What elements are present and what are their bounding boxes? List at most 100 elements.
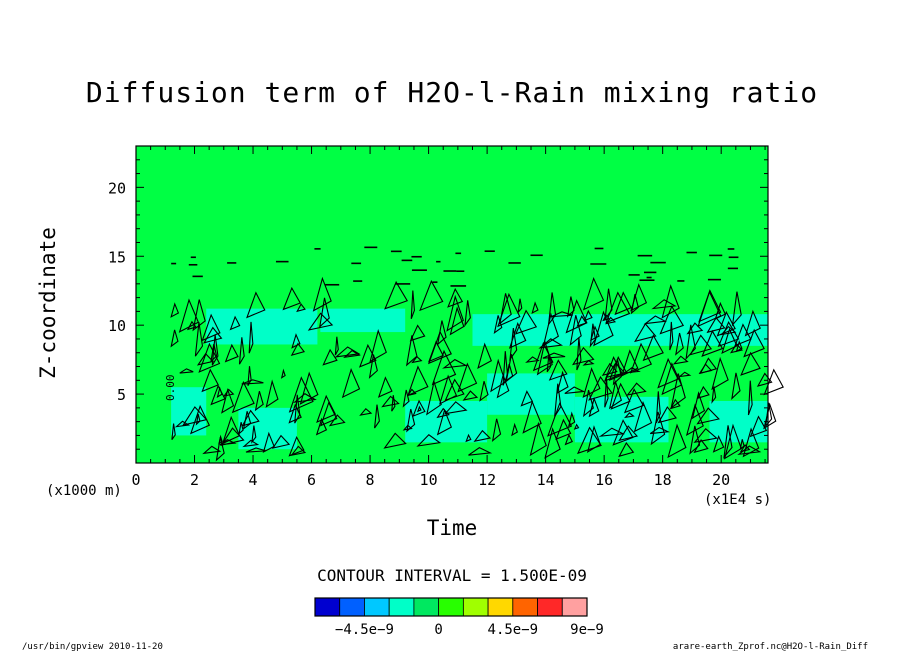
contour-line [201,313,221,342]
contour-line [511,422,519,437]
contour-line [312,276,332,312]
contour-line [623,412,635,419]
colorbar-segment [561,597,588,617]
contour-line [514,309,538,335]
contour-line [572,346,595,366]
footer-program-date: /usr/bin/gpview 2010-11-20 [22,642,163,652]
contour-line [290,445,307,457]
colorbar-segment [339,597,365,617]
colorbar-segment [364,597,390,617]
contour-line [577,426,602,455]
contour-line [246,291,266,319]
contour-line [618,441,635,458]
contour-line [531,301,539,315]
contour-line [436,408,453,436]
contour-line [721,327,738,355]
contour-line [542,352,566,359]
contour-line [520,390,534,407]
contour-line [743,328,765,358]
colorbar-segment [462,597,489,617]
x-tick-label: 4 [249,471,258,489]
contour-line [190,404,211,435]
x-axis-units: (x1E4 s) [704,492,772,508]
contour-line [706,316,726,334]
contour-line [576,337,582,371]
contour-line [358,343,377,368]
contour-line [203,326,223,344]
contour-line [248,321,254,354]
contour-lines: 0.00 [164,246,784,462]
contour-line [407,365,429,397]
contour-line [649,426,671,435]
contour-line [412,399,426,418]
contour-line [612,419,634,446]
y-axis-ticks: 5 10 15 20 [108,159,768,450]
contour-line [291,333,301,349]
contour-line [416,405,422,413]
contour-line [582,389,594,418]
colorbar-segment [512,597,538,617]
contour-line [588,396,600,418]
contour-line [170,302,180,318]
contour-line [604,377,609,408]
contour-line [315,417,328,436]
negative-region [574,396,669,443]
contour-line [446,294,464,332]
contour-line [717,320,740,348]
contour-line [589,323,596,348]
contour-line [241,409,260,427]
contour-line [195,413,201,426]
contour-line [288,403,302,424]
contour-line [229,315,241,331]
plot-frame [135,145,769,464]
contour-line [368,354,378,379]
colorbar-frame [314,597,588,617]
contour-line [171,423,176,441]
contour-line [468,447,493,456]
contour-line [642,334,664,362]
contour-line [221,387,235,414]
contour-line [201,368,219,393]
contour-line [603,356,623,382]
contour-line [442,358,468,369]
contour-line [192,299,206,332]
contour-line [614,291,632,316]
colorbar-tick-label: 4.5e−9 [488,622,539,638]
contour-line [202,445,222,455]
contour-line [491,418,502,443]
contour-line [667,423,687,459]
contour-line [218,434,223,445]
y-tick-label: 5 [117,386,126,404]
x-axis-ticks: 0 2 4 6 8 10 12 14 16 18 20 [131,146,766,489]
contour-line [410,290,415,319]
contour-line [590,325,600,342]
x-tick-label: 20 [712,471,730,489]
contour-line [532,341,554,372]
contour-line [449,306,465,336]
contour-line [307,312,334,331]
contour-line [711,386,717,404]
contour-line [473,429,492,443]
contour-line [319,401,338,427]
contour-line [598,427,625,437]
contour-line [427,330,452,365]
contour-line [583,309,593,322]
x-tick-label: 8 [366,471,375,489]
contour-line [685,403,704,436]
contour-line [409,324,426,342]
contour-line [529,421,547,457]
contour-line [170,329,179,348]
contour-line [610,382,631,410]
contour-line [220,427,245,447]
contour-line [573,423,580,430]
contour-line [576,315,587,327]
contour-line [405,335,418,367]
y-tick-label: 20 [108,179,126,197]
contour-line [499,293,512,325]
contour-line [740,351,761,376]
contour-line [675,332,684,356]
contour-line [517,298,523,314]
contour-line [238,422,244,435]
contour-line [179,368,194,374]
contour-line [242,439,260,448]
